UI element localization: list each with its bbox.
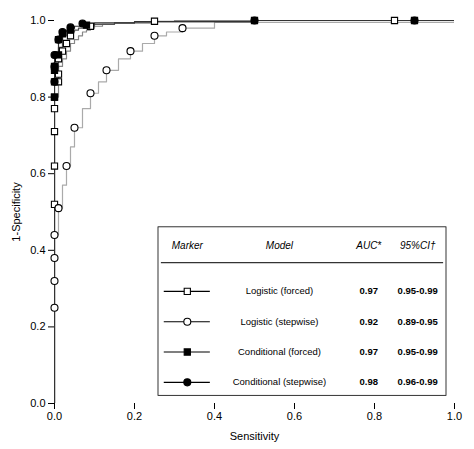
- svg-text:0.6: 0.6: [287, 410, 302, 422]
- svg-text:0.97: 0.97: [359, 346, 378, 357]
- svg-text:0.4: 0.4: [207, 410, 222, 422]
- svg-text:0.96-0.99: 0.96-0.99: [398, 376, 438, 387]
- svg-text:Sensitivity: Sensitivity: [230, 430, 280, 442]
- svg-text:Logistic (forced): Logistic (forced): [246, 285, 314, 296]
- svg-text:AUC*: AUC*: [355, 240, 382, 251]
- svg-text:0.8: 0.8: [30, 91, 45, 103]
- svg-text:Marker: Marker: [172, 240, 204, 251]
- svg-text:0.97: 0.97: [359, 285, 378, 296]
- svg-text:0.8: 0.8: [367, 410, 382, 422]
- svg-text:1-Specificity: 1-Specificity: [10, 182, 22, 242]
- svg-text:0.0: 0.0: [47, 410, 62, 422]
- svg-text:0.98: 0.98: [359, 376, 378, 387]
- svg-text:1.0: 1.0: [447, 410, 462, 422]
- svg-text:Model: Model: [266, 240, 294, 251]
- svg-text:0.95-0.99: 0.95-0.99: [398, 285, 438, 296]
- svg-text:0.95-0.99: 0.95-0.99: [398, 346, 438, 357]
- svg-text:0.6: 0.6: [30, 167, 45, 179]
- svg-text:0.4: 0.4: [30, 244, 45, 256]
- svg-text:Conditional (forced): Conditional (forced): [238, 346, 321, 357]
- svg-text:0.2: 0.2: [127, 410, 142, 422]
- svg-text:0.0: 0.0: [30, 397, 45, 409]
- svg-text:Logistic (stepwise): Logistic (stepwise): [240, 316, 318, 327]
- svg-text:Conditional (stepwise): Conditional (stepwise): [233, 376, 326, 387]
- svg-text:0.89-0.95: 0.89-0.95: [398, 316, 439, 327]
- svg-text:95%CI†: 95%CI†: [400, 240, 436, 251]
- svg-text:0.2: 0.2: [30, 320, 45, 332]
- svg-text:1.0: 1.0: [30, 14, 45, 26]
- svg-text:0.92: 0.92: [359, 316, 378, 327]
